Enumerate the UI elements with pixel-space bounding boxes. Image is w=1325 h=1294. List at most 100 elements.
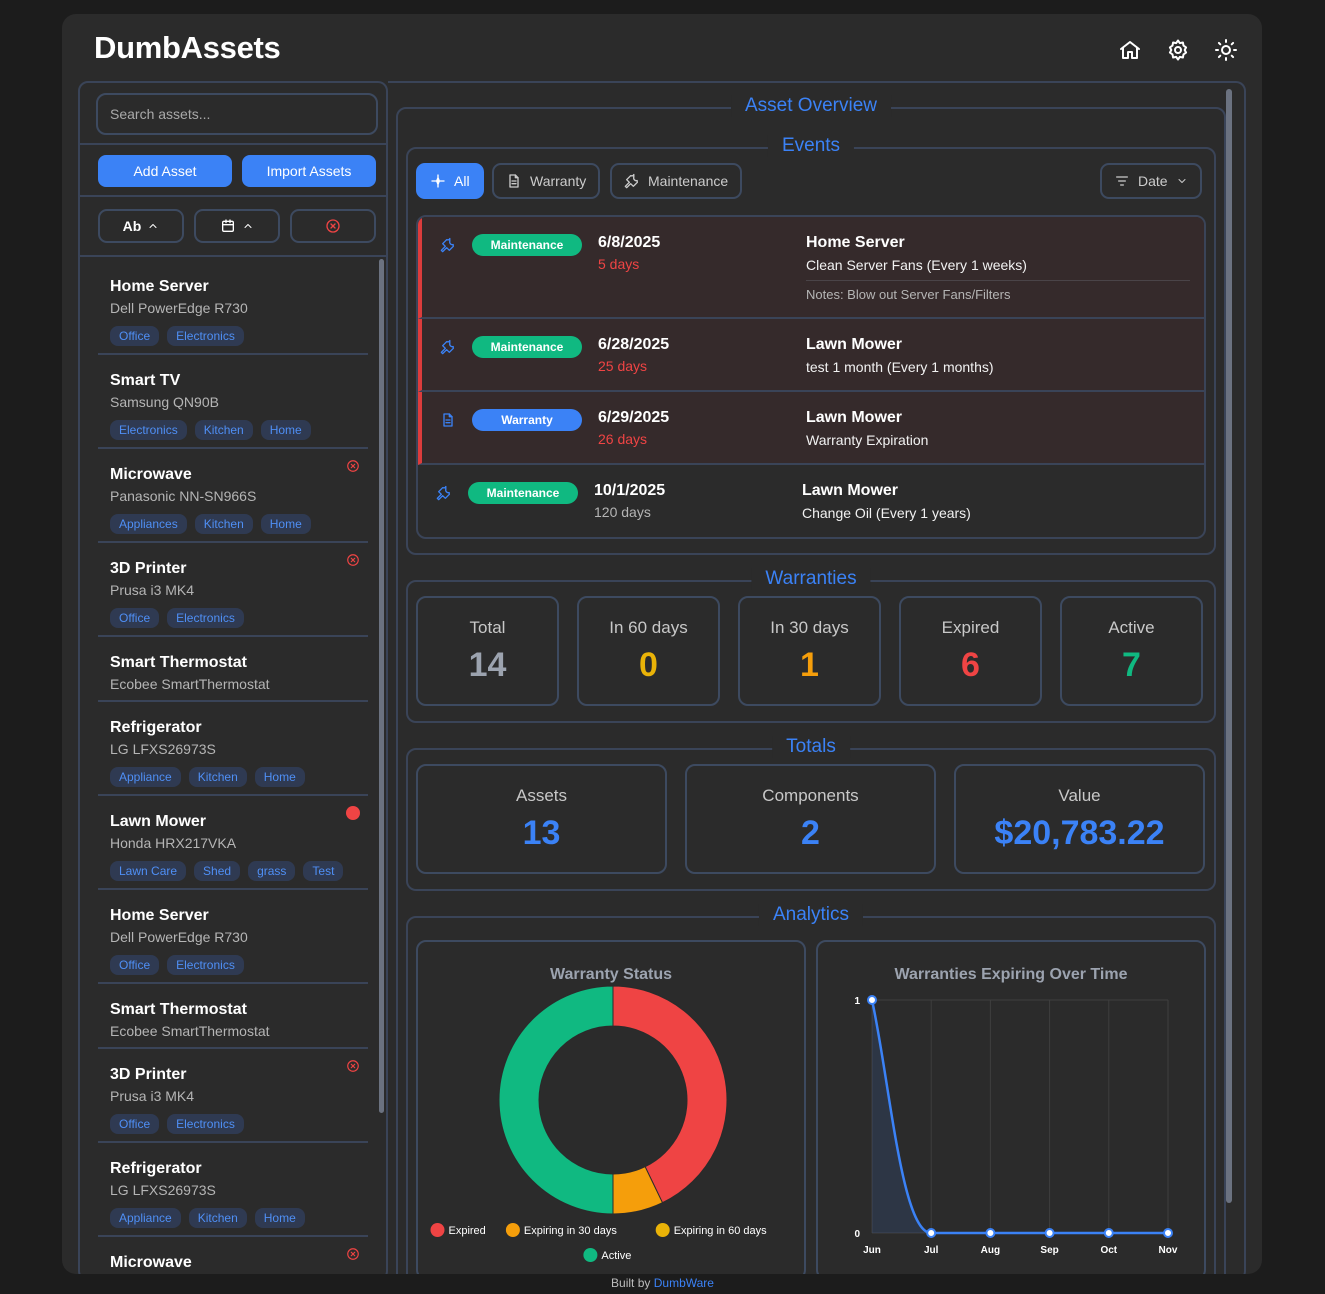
filter-all-button[interactable]: All [416, 163, 484, 199]
tag[interactable]: Kitchen [188, 1208, 247, 1228]
home-icon[interactable] [1118, 38, 1142, 62]
tag[interactable]: Office [110, 955, 160, 975]
tag[interactable]: Electronics [167, 1114, 244, 1134]
legend-label[interactable]: Expired [449, 1225, 486, 1237]
sidebar-scrollbar[interactable] [379, 259, 384, 1113]
data-point[interactable] [867, 995, 877, 1005]
sun-icon[interactable] [1214, 38, 1238, 62]
asset-name: Microwave [110, 466, 192, 483]
asset-list-item[interactable]: Lawn Mower Honda HRX217VKA Lawn Care Shed gr… [98, 796, 368, 890]
asset-list-item[interactable]: Refrigerator LG LFXS26973S Appliance Kitche… [98, 702, 368, 796]
event-row[interactable]: Warranty 6/29/2025 26 days Lawn Mower Wa… [418, 392, 1204, 465]
event-row[interactable]: Maintenance 10/1/2025 120 days Lawn Mowe… [418, 465, 1204, 537]
x-circle-icon [326, 219, 340, 233]
tag[interactable]: Home [254, 767, 305, 787]
tag[interactable]: Electronics [167, 955, 244, 975]
data-point[interactable] [1103, 1228, 1114, 1238]
tag[interactable]: Home [254, 1208, 305, 1228]
asset-list-item[interactable]: Smart Thermostat Ecobee SmartThermostat [98, 637, 368, 702]
tag[interactable]: Kitchen [194, 514, 253, 534]
legend-label[interactable]: Expiring in 60 days [674, 1225, 767, 1237]
asset-list-item[interactable]: 3D Printer Prusa i3 MK4 Office Electronics [98, 543, 368, 637]
search-input[interactable] [96, 93, 378, 135]
asset-list-item[interactable]: Home Server Dell PowerEdge R730 Office Elec… [98, 261, 368, 355]
totals-title: Totals [772, 736, 850, 758]
pie-slice[interactable] [612, 985, 728, 1204]
data-point[interactable] [985, 1228, 996, 1238]
stat-card: Components 2 [685, 764, 936, 874]
add-asset-button[interactable]: Add Asset [98, 155, 232, 187]
event-asset: Lawn Mower [806, 409, 903, 426]
import-assets-button[interactable]: Import Assets [242, 155, 376, 187]
tag[interactable]: Electronics [167, 608, 244, 628]
tag[interactable]: Test [303, 861, 344, 881]
data-point[interactable] [926, 1228, 937, 1238]
stat-card: Value $20,783.22 [954, 764, 1205, 874]
asset-list-item[interactable]: Smart Thermostat Ecobee SmartThermostat [98, 984, 368, 1049]
legend-swatch[interactable] [583, 1248, 598, 1262]
tag[interactable]: Office [110, 326, 160, 346]
tag[interactable]: Shed [194, 861, 241, 881]
tag[interactable]: Kitchen [188, 767, 247, 787]
legend-label[interactable]: Expiring in 30 days [524, 1225, 617, 1237]
tag[interactable]: Home [260, 420, 311, 440]
tag[interactable]: Electronics [167, 326, 244, 346]
data-point[interactable] [1163, 1228, 1173, 1238]
tag[interactable]: Lawn Care [110, 861, 187, 881]
event-asset: Lawn Mower [806, 336, 903, 353]
asset-list-item[interactable]: 3D Printer Prusa i3 MK4 Office Electronics [98, 1049, 368, 1143]
footer-link[interactable]: DumbWare [653, 1276, 714, 1290]
legend-swatch[interactable] [430, 1223, 445, 1237]
stat-value: 14 [468, 646, 507, 684]
main-scrollbar[interactable] [1226, 89, 1232, 1203]
filter-maintenance-button[interactable]: Maintenance [610, 163, 743, 199]
tag[interactable]: Kitchen [194, 420, 253, 440]
asset-list-item[interactable]: Microwave [98, 1237, 368, 1271]
asset-name: Smart TV [110, 372, 181, 389]
tag[interactable]: grass [248, 861, 296, 881]
asset-list-item[interactable]: Refrigerator LG LFXS26973S Appliance Kitche… [98, 1143, 368, 1237]
stat-label: Assets [515, 786, 568, 805]
data-point[interactable] [1044, 1228, 1055, 1238]
filter-expired-button[interactable] [290, 209, 376, 243]
tag-list: Appliance Kitchen Home [110, 767, 368, 787]
area-fill [872, 1000, 1168, 1233]
stat-value: 1 [800, 646, 819, 684]
events-title: Events [767, 135, 855, 157]
event-type-badge: Maintenance [468, 482, 578, 504]
legend-swatch[interactable] [505, 1223, 520, 1237]
event-type-badge: Maintenance [472, 234, 582, 256]
tag[interactable]: Electronics [110, 420, 187, 440]
tag-list: Office Electronics [110, 608, 368, 628]
chevron-up-icon [149, 224, 157, 228]
event-row[interactable]: Maintenance 6/28/2025 25 days Lawn Mower… [418, 319, 1204, 392]
asset-model: Honda HRX217VKA [110, 835, 237, 851]
asset-list-item[interactable]: Home Server Dell PowerEdge R730 Office Elec… [98, 890, 368, 984]
event-date: 6/8/2025 [598, 234, 661, 251]
stat-value: 0 [639, 646, 658, 684]
tag[interactable]: Office [110, 1114, 160, 1134]
sort-name-button[interactable]: Ab [98, 209, 184, 243]
asset-list-item[interactable]: Smart TV Samsung QN90B Electronics Kitchen H… [98, 355, 368, 449]
stat-value: 13 [522, 814, 561, 852]
tag-list: Appliance Kitchen Home [110, 1208, 368, 1228]
tag[interactable]: Office [110, 608, 160, 628]
tag[interactable]: Home [260, 514, 311, 534]
event-type-badge: Maintenance [472, 336, 582, 358]
chart-title: Warranties Expiring Over Time [894, 966, 1128, 983]
sort-date-button[interactable] [194, 209, 280, 243]
tag[interactable]: Appliances [110, 514, 187, 534]
gear-icon[interactable] [1166, 38, 1190, 62]
filter-warranty-button[interactable]: Warranty [492, 163, 601, 199]
asset-model: Panasonic NN-SN966S [110, 488, 257, 504]
tag[interactable]: Appliance [110, 767, 181, 787]
sort-date-dropdown[interactable]: Date [1100, 163, 1202, 199]
pie-slice[interactable] [498, 985, 614, 1215]
tag[interactable]: Appliance [110, 1208, 181, 1228]
asset-list-item[interactable]: Microwave Panasonic NN-SN966S Appliances Ki… [98, 449, 368, 543]
event-row[interactable]: Maintenance 6/8/2025 5 days Home Server … [418, 217, 1204, 319]
events-list: Maintenance 6/8/2025 5 days Home Server … [416, 215, 1206, 539]
legend-swatch[interactable] [655, 1223, 670, 1237]
legend-label[interactable]: Active [601, 1250, 631, 1262]
series-line [870, 999, 1168, 1235]
